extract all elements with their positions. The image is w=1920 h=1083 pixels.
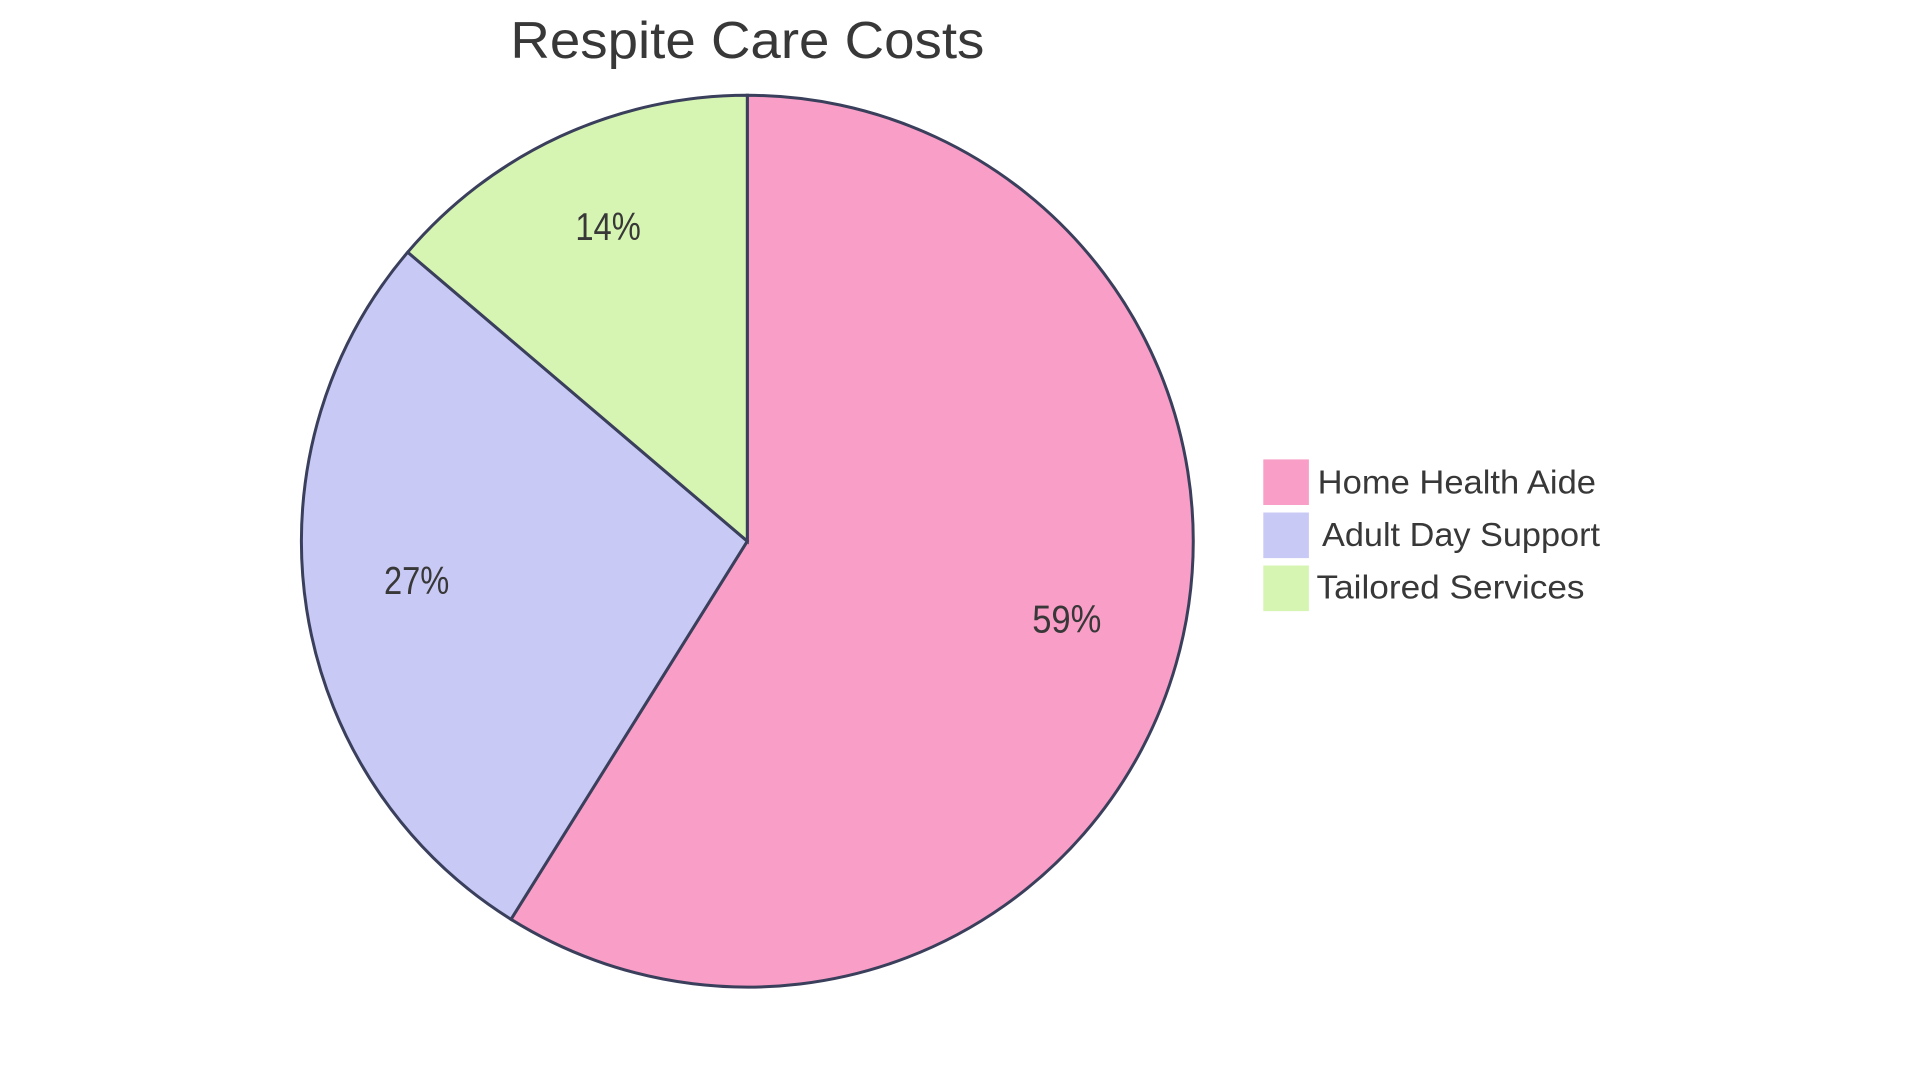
svg-text:27%: 27% [384,560,449,603]
svg-text:Respite Care Costs: Respite Care Costs [510,12,984,70]
svg-text:14%: 14% [575,206,641,249]
svg-text:59%: 59% [1032,598,1101,641]
svg-text:Tailored Services: Tailored Services [1317,570,1585,607]
svg-text:Adult Day Support: Adult Day Support [1322,517,1600,554]
svg-text:Home Health Aide: Home Health Aide [1318,464,1596,501]
